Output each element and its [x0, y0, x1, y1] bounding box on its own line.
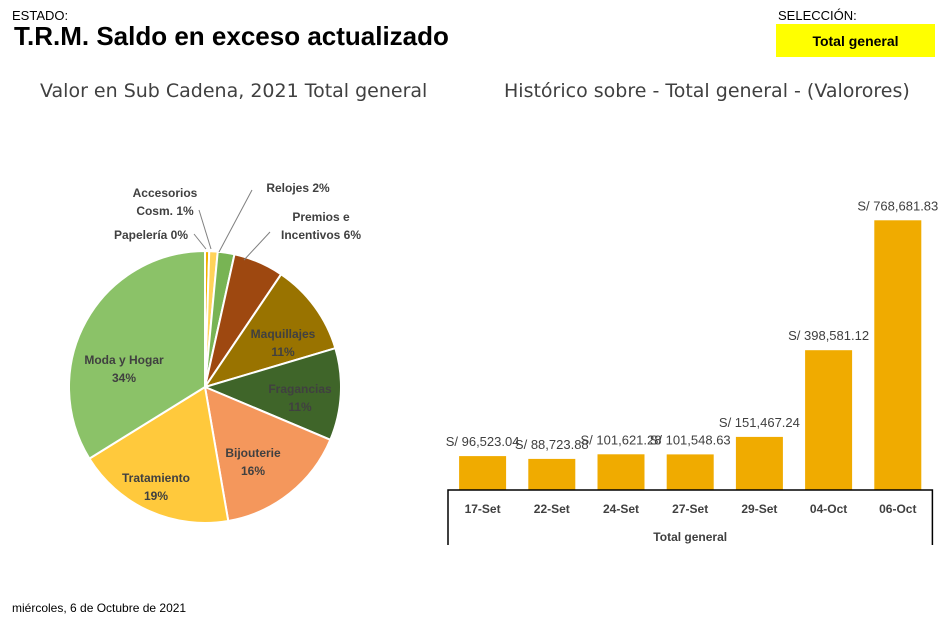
x-group-label: Total general [653, 530, 727, 544]
x-tick-label: 06-Oct [879, 502, 916, 516]
x-tick-label: 24-Set [603, 502, 639, 516]
bar-29-Set [736, 437, 783, 490]
x-tick-label: 22-Set [534, 502, 570, 516]
x-tick-label: 17-Set [465, 502, 501, 516]
bar-data-label: S/ 96,523.04 [446, 434, 520, 449]
x-tick-label: 29-Set [741, 502, 777, 516]
bar-24-Set [598, 454, 645, 490]
bar-22-Set [528, 459, 575, 490]
bar-data-label: S/ 768,681.83 [857, 198, 938, 213]
bar-data-label: S/ 101,548.63 [650, 432, 731, 447]
bar-data-label: S/ 88,723.88 [515, 437, 589, 452]
bar-04-Oct [805, 350, 852, 490]
bar-06-Oct [874, 220, 921, 490]
x-tick-label: 04-Oct [810, 502, 847, 516]
bar-27-Set [667, 454, 714, 490]
bar-17-Set [459, 456, 506, 490]
footer-date: miércoles, 6 de Octubre de 2021 [12, 601, 186, 615]
bar-data-label: S/ 151,467.24 [719, 415, 800, 430]
bar-data-label: S/ 398,581.12 [788, 328, 869, 343]
x-tick-label: 27-Set [672, 502, 708, 516]
